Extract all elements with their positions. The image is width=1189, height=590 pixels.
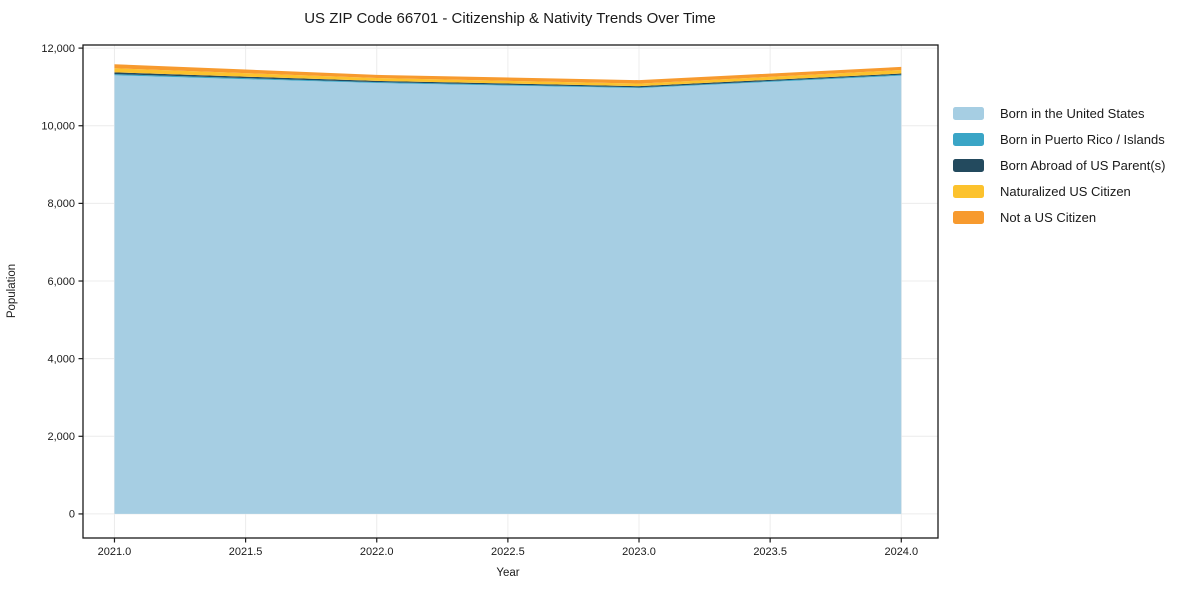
legend-item-not-a-us-citizen: Not a US Citizen: [953, 204, 1165, 230]
plot-spines: [82, 44, 939, 539]
y-tick-label: 10,000: [41, 121, 75, 133]
area-naturalized-us-citizen: [114, 68, 902, 87]
legend-swatch: [953, 133, 984, 147]
x-tick-label: 2022.5: [491, 546, 525, 558]
y-tick-label: 0: [69, 509, 75, 521]
y-axis-label: Population: [6, 264, 18, 318]
legend-swatch: [953, 107, 984, 121]
area-born-abroad-of-us-parent-s: [114, 72, 902, 88]
legend-swatch: [953, 158, 984, 172]
axes-layer: 0 2,000 4,000 6,000 8,000 10,000 12,000 2021.0 2…: [41, 43, 939, 558]
area-layer: [114, 64, 902, 514]
legend-swatch: [953, 184, 984, 198]
x-tick-label: 2023.0: [622, 546, 656, 558]
x-tick-label: 2023.5: [753, 546, 787, 558]
legend-item-born-in-puerto-rico-islands: Born in Puerto Rico / Islands: [953, 127, 1165, 153]
legend-label: Born in Puerto Rico / Islands: [1000, 132, 1165, 148]
x-axis-label: Year: [496, 567, 519, 579]
y-tick-label: 6,000: [47, 276, 75, 288]
legend-label: Born Abroad of US Parent(s): [1000, 157, 1166, 173]
x-tick-label: 2022.0: [360, 546, 394, 558]
legend-label: Not a US Citizen: [1000, 209, 1097, 225]
legend-label: Born in the United States: [1000, 106, 1145, 122]
legend-item-born-in-the-united-states: Born in the United States: [953, 101, 1165, 127]
y-tick-label: 12,000: [41, 43, 75, 55]
y-tick-label: 2,000: [47, 431, 75, 443]
legend-swatch: [953, 210, 984, 224]
legend: Born in the United States Born in Puerto …: [953, 101, 1165, 230]
y-tick-label: 8,000: [47, 198, 75, 210]
y-tick-label: 4,000: [47, 353, 75, 365]
chart-title: US ZIP Code 66701 - Citizenship & Nativi…: [304, 10, 716, 27]
legend-item-naturalized-us-citizen: Naturalized US Citizen: [953, 178, 1165, 204]
area-born-in-the-united-states: [114, 75, 902, 514]
x-tick-label: 2021.5: [229, 546, 263, 558]
x-tick-label: 2024.0: [884, 546, 918, 558]
area-not-a-us-citizen: [114, 64, 902, 84]
legend-item-born-abroad-of-us-parent-s: Born Abroad of US Parent(s): [953, 153, 1165, 179]
area-born-in-puerto-rico-islands: [114, 74, 902, 89]
legend-label: Naturalized US Citizen: [1000, 183, 1131, 199]
x-tick-label: 2021.0: [98, 546, 132, 558]
